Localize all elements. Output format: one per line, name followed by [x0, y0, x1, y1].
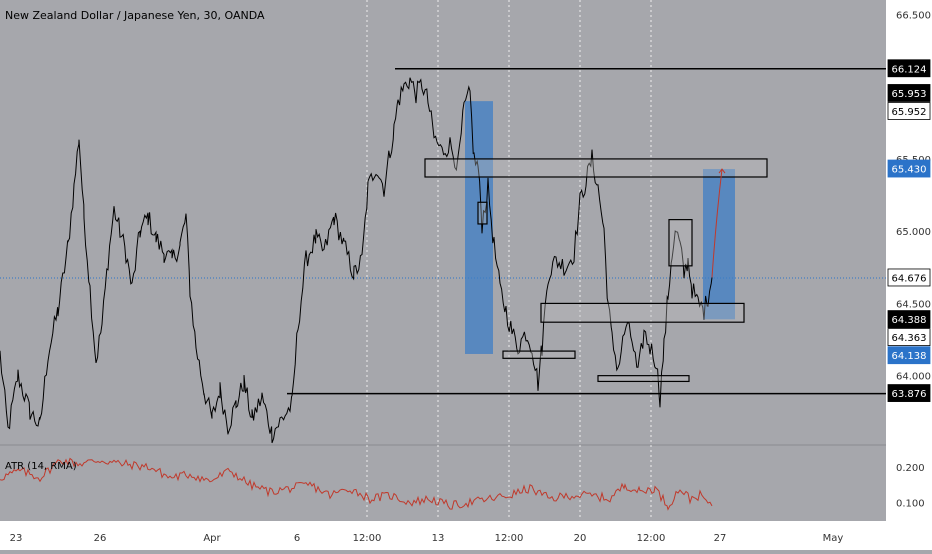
- support-resistance-box: [424, 158, 768, 178]
- price-badge-label: 64.676: [892, 273, 927, 284]
- price-axis-tick: 66.500: [896, 10, 931, 21]
- time-axis-tick: 13: [432, 533, 445, 544]
- price-badge: [887, 328, 931, 346]
- time-axis-tick: 12:00: [495, 533, 524, 544]
- time-axis-tick: 12:00: [353, 533, 382, 544]
- price-axis-tick: 64.500: [896, 299, 931, 310]
- price-badge: [887, 346, 931, 365]
- price-badge-label: 66.124: [892, 64, 927, 75]
- support-resistance-box: [477, 201, 488, 225]
- price-badge-label: 65.953: [892, 89, 927, 100]
- price-badge-label: 65.952: [892, 107, 927, 118]
- time-axis-tick: 23: [10, 533, 23, 544]
- price-badge-label: 63.876: [892, 389, 927, 400]
- time-axis-panel: [0, 521, 886, 550]
- price-badge: [887, 384, 931, 402]
- price-badge: [887, 59, 931, 78]
- price-badge: [887, 102, 931, 120]
- time-axis-tick: 6: [294, 533, 300, 544]
- price-badge: [887, 84, 931, 102]
- price-series-line: [0, 77, 713, 444]
- time-axis-tick: Apr: [203, 533, 221, 544]
- projection-arrow-head: [718, 168, 726, 174]
- price-badge: [887, 159, 931, 178]
- time-axis-tick: 20: [574, 533, 587, 544]
- price-badge-label: 64.388: [892, 315, 927, 326]
- time-axis-tick: May: [823, 533, 844, 544]
- price-zone-rect: [465, 101, 493, 354]
- projection-arrow: [711, 168, 723, 278]
- support-resistance-box: [597, 375, 690, 383]
- price-axis-tick: 65.000: [896, 227, 931, 238]
- price-badge-label: 64.138: [892, 351, 927, 362]
- support-resistance-box: [502, 350, 576, 359]
- atr-series-line: [0, 457, 713, 511]
- price-badge: [887, 268, 931, 287]
- time-axis-tick: 26: [94, 533, 107, 544]
- time-axis-tick: 27: [714, 533, 727, 544]
- atr-indicator-label: ATR (14, RMA): [5, 461, 77, 472]
- atr-axis-tick: 0.100: [896, 498, 925, 509]
- price-badge: [887, 310, 931, 328]
- price-badge-label: 65.430: [892, 165, 927, 176]
- support-resistance-box: [668, 219, 693, 267]
- price-badge-label: 64.363: [892, 333, 927, 344]
- time-axis-tick: 12:00: [637, 533, 666, 544]
- plot-background: [0, 0, 886, 520]
- support-resistance-box: [540, 302, 745, 323]
- price-axis-tick: 64.000: [896, 372, 931, 383]
- atr-axis-tick: 0.200: [896, 463, 925, 474]
- chart-title: New Zealand Dollar / Japanese Yen, 30, O…: [5, 9, 265, 22]
